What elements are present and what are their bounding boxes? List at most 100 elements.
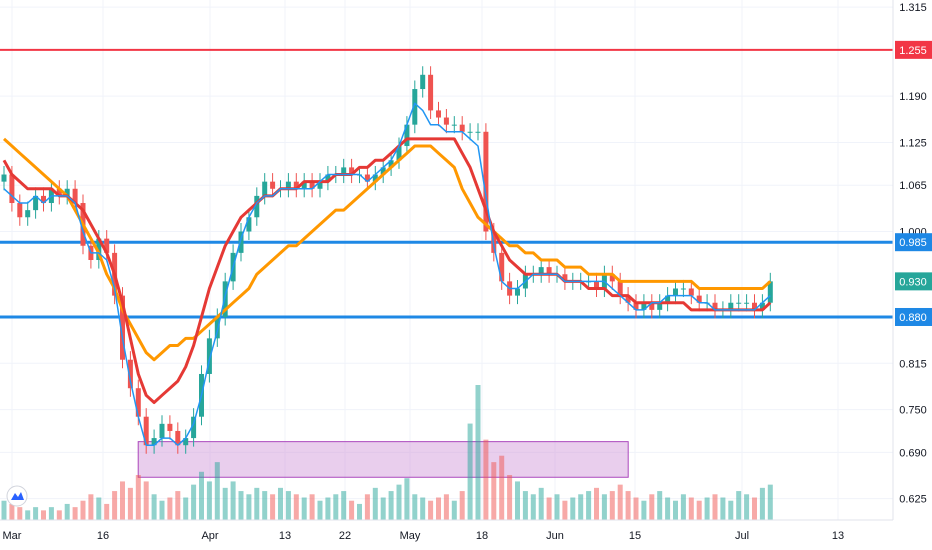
volume-bar	[459, 491, 465, 520]
volume-bar	[554, 494, 560, 520]
candle-body	[728, 302, 734, 310]
candle-body	[143, 416, 149, 446]
volume-bar	[9, 503, 15, 520]
candle-body	[499, 252, 505, 282]
volume-bar	[499, 455, 505, 520]
volume-bar	[120, 481, 125, 520]
time-tick-label: Jun	[546, 530, 564, 542]
volume-bar	[159, 500, 165, 520]
moving-averages	[2, 102, 772, 446]
candle-body	[759, 302, 765, 310]
time-axis[interactable]: Mar 16 Apr 13 22 May 18 Jun 15 Jul 13	[3, 530, 845, 542]
volume-bar	[357, 503, 362, 520]
candle-body	[206, 338, 212, 374]
candle-body	[443, 117, 449, 125]
volume-bar	[25, 510, 31, 520]
volume-bar	[475, 385, 481, 520]
candle-body	[254, 195, 260, 218]
candle-body	[665, 295, 671, 303]
volume-bar	[633, 497, 639, 520]
volume-bar	[151, 494, 157, 520]
candle-body	[96, 238, 102, 260]
volume-bar	[214, 462, 220, 520]
volume-bar	[625, 491, 631, 520]
candle-body	[412, 89, 418, 125]
candle-body	[475, 131, 481, 133]
volume-bar	[436, 497, 441, 520]
price-tick-label: 1.125	[899, 137, 927, 149]
candle-body	[127, 359, 133, 389]
volume-bar	[167, 497, 173, 520]
tradingview-logo-icon[interactable]	[6, 485, 28, 507]
volume-bar	[507, 475, 513, 520]
volume-bar	[143, 481, 149, 520]
volume-bar	[341, 491, 347, 520]
candle-body	[459, 124, 465, 132]
horizontal-lines[interactable]	[0, 48, 893, 319]
price-label: 0.880	[899, 312, 927, 324]
candle-body	[546, 267, 552, 275]
volume-bar	[396, 484, 402, 520]
candle-body	[33, 195, 39, 211]
candle-body	[467, 131, 473, 133]
volume-bar	[262, 491, 268, 520]
candle-body	[436, 110, 441, 118]
volume-bar	[578, 494, 584, 520]
price-tick-label: 1.315	[899, 2, 927, 14]
volume-bar	[285, 491, 291, 520]
volume-bar	[641, 500, 647, 520]
candle-body	[372, 174, 378, 182]
demand-zone	[137, 441, 629, 478]
candle-body	[167, 423, 173, 431]
candle-body	[270, 181, 276, 189]
volume-bar	[767, 484, 773, 520]
volume-bar	[649, 494, 655, 520]
volume-bar	[48, 507, 54, 520]
volume-bars	[1, 385, 773, 520]
price-tick-label: 0.815	[899, 358, 927, 370]
volume-bar	[278, 487, 283, 520]
volume-bar	[594, 487, 599, 520]
candle-body	[649, 302, 655, 310]
volume-bar	[736, 491, 742, 520]
candle-body	[688, 288, 694, 296]
candle-body	[238, 231, 244, 253]
candle-body	[41, 195, 46, 204]
volume-bar	[64, 503, 70, 520]
candle-body	[451, 124, 457, 126]
volume-bar	[325, 497, 331, 520]
candle-body	[617, 281, 623, 296]
time-tick-label: 13	[279, 530, 291, 542]
candle-body	[191, 416, 197, 439]
candle-body	[120, 295, 125, 360]
volume-bar	[230, 481, 236, 520]
volume-bar	[388, 491, 394, 520]
price-tick-label: 0.625	[899, 494, 927, 506]
candle-body	[388, 160, 394, 168]
candle-body	[9, 174, 15, 204]
candle-body	[404, 124, 410, 147]
candle-body	[56, 188, 62, 196]
volume-bar	[546, 497, 552, 520]
price-axis[interactable]: 1.3151.2551.1901.1251.0651.0000.9850.930…	[895, 2, 932, 506]
volume-bar	[617, 484, 623, 520]
volume-bar	[127, 487, 133, 520]
candle-body	[420, 74, 426, 90]
candle-body	[175, 430, 181, 446]
volume-bar	[96, 497, 102, 520]
candle-body	[309, 181, 315, 189]
time-tick-label: 15	[629, 530, 641, 542]
volume-bar	[752, 497, 757, 520]
candle-body	[25, 210, 31, 218]
candle-body	[104, 238, 110, 253]
volume-bar	[696, 500, 702, 520]
candle-body	[135, 388, 141, 417]
candle-body	[396, 146, 402, 161]
candle-body	[72, 188, 78, 204]
candle-body	[538, 267, 544, 275]
candle-body	[428, 74, 434, 111]
volume-bar	[657, 491, 663, 520]
volume-bar	[720, 497, 726, 520]
volume-bar	[744, 494, 750, 520]
